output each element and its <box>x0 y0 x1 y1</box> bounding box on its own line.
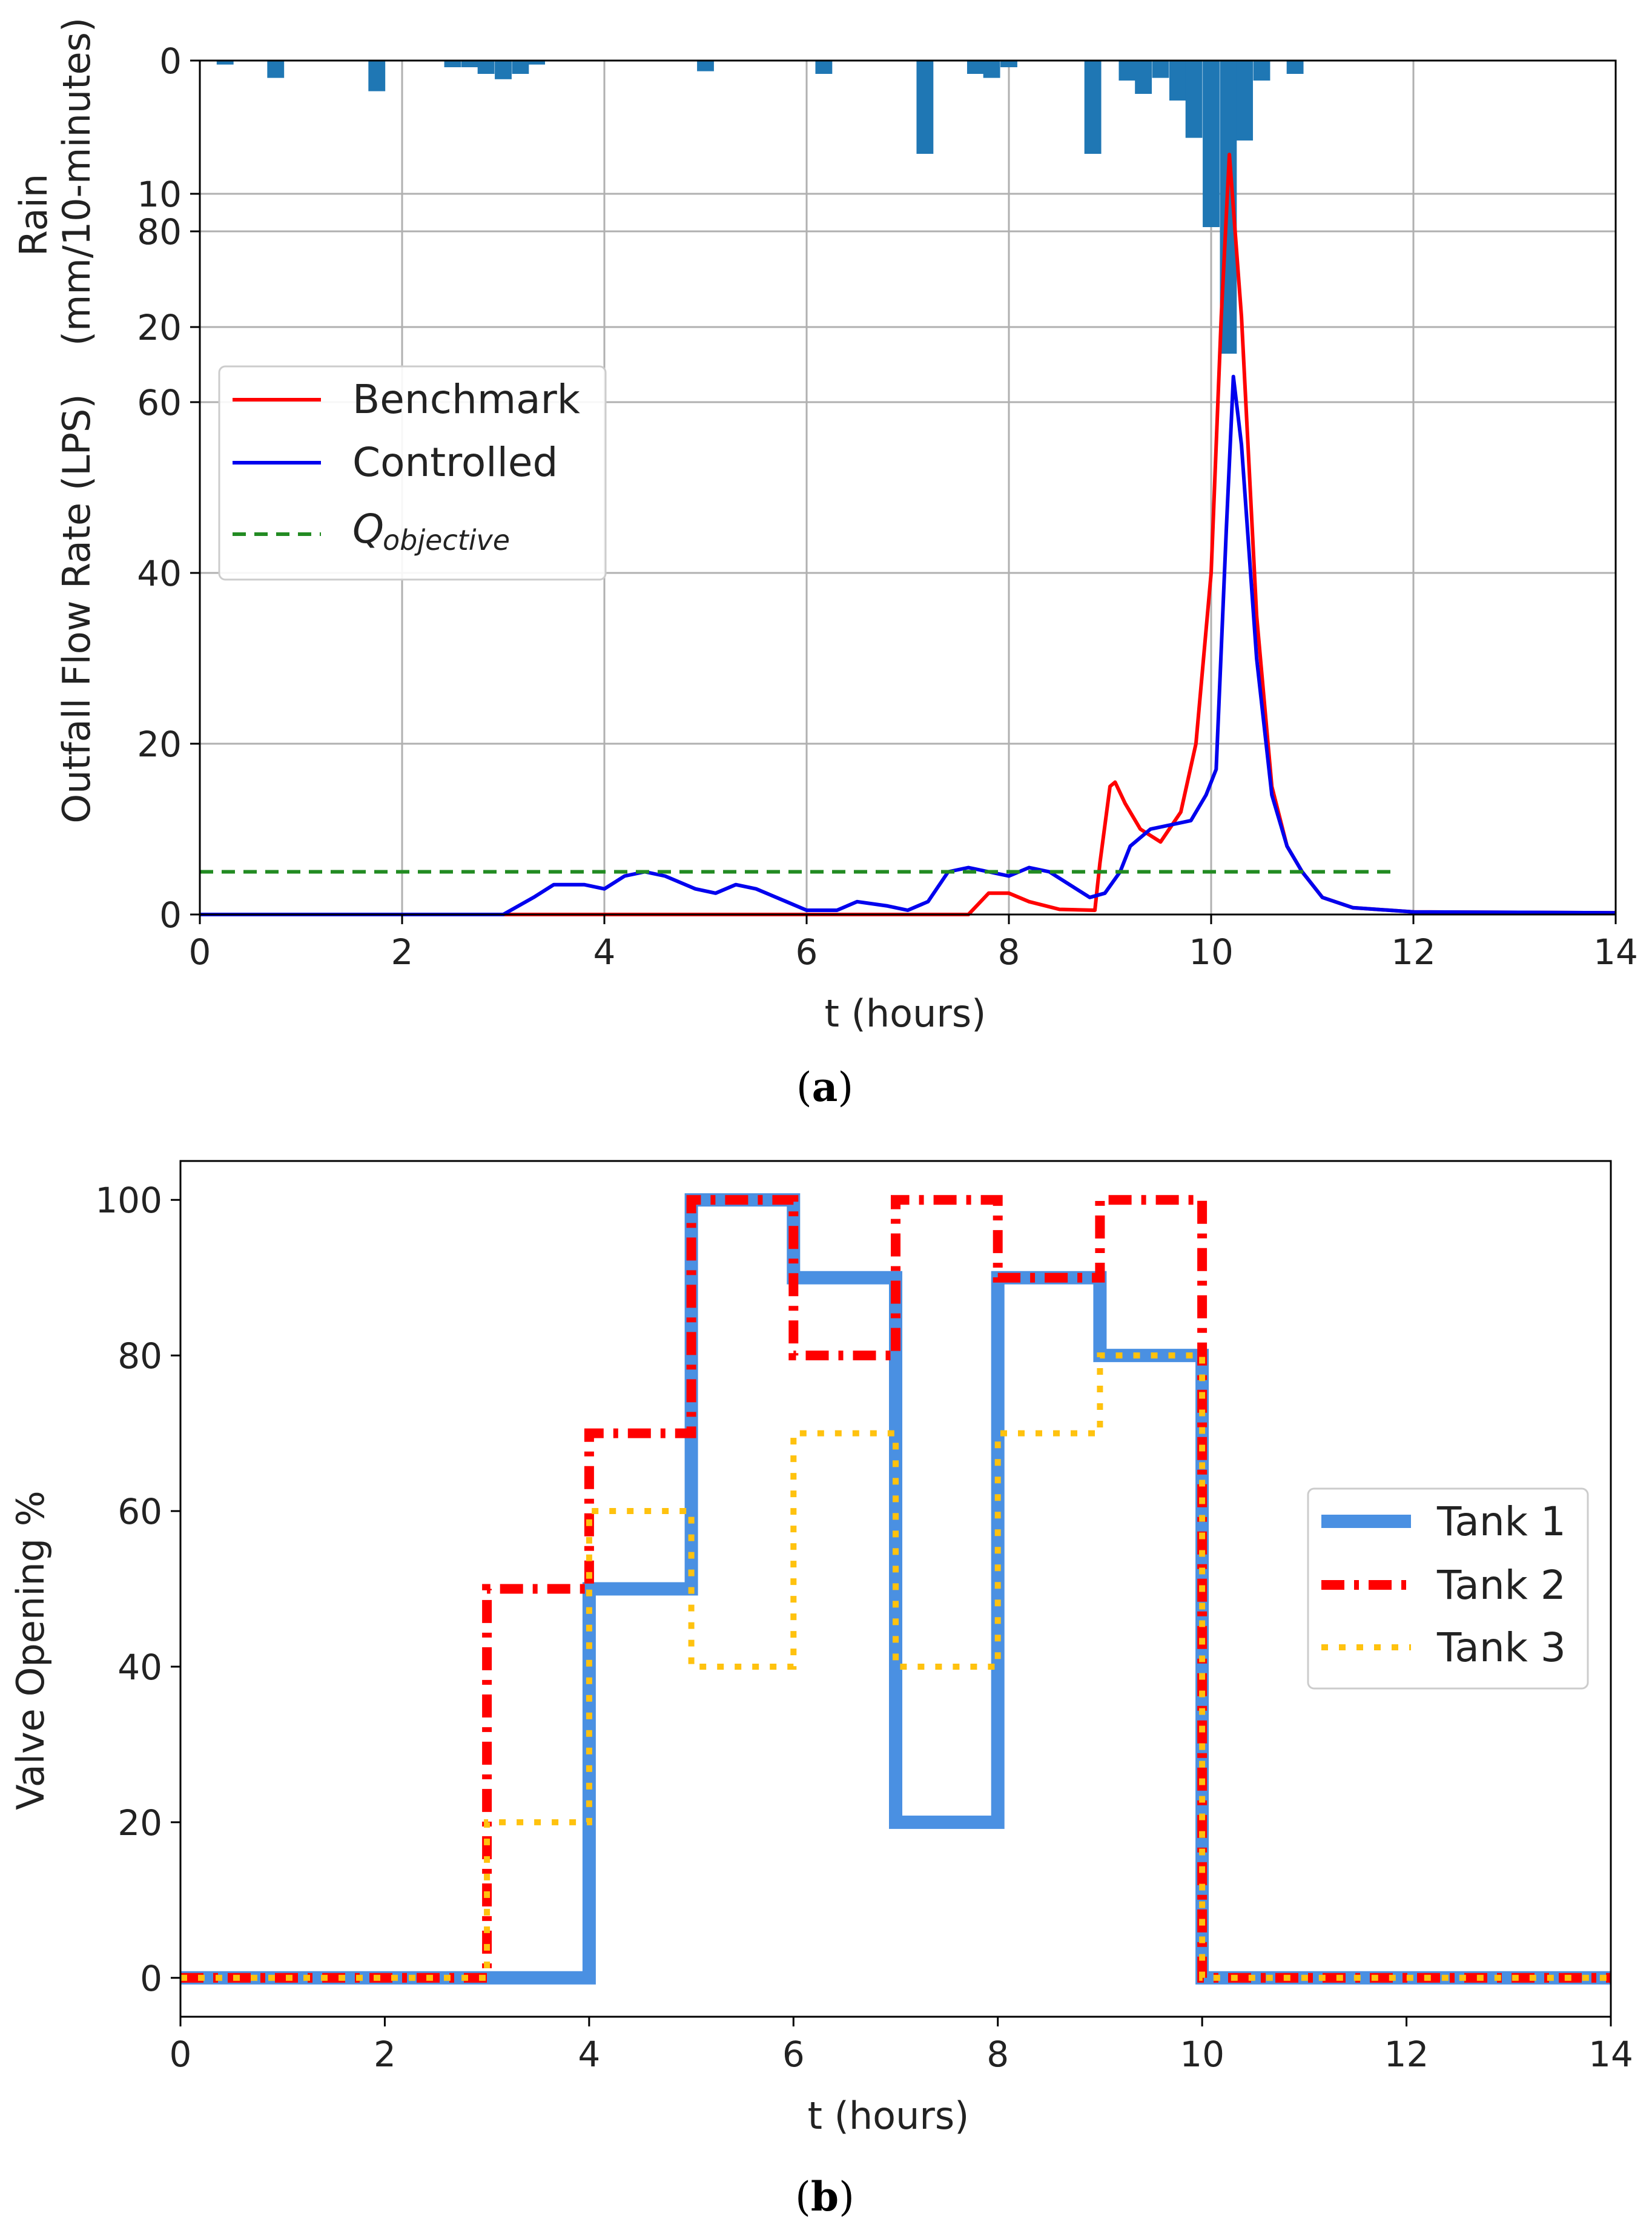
series-line-tank-3 <box>180 1352 1611 1981</box>
y-tick-label: 40 <box>117 1647 162 1688</box>
rain-bar <box>1185 61 1203 138</box>
rain-bar <box>444 61 461 67</box>
legend-label-controlled: Controlled <box>352 439 558 486</box>
panel-a-x-label: t (hours) <box>825 991 986 1036</box>
panel-b-frame <box>179 1160 1612 2018</box>
rain-bar <box>983 61 1000 78</box>
panel-a-x-ticks: 0 2 4 6 8 10 12 14 <box>189 914 1638 973</box>
legend-frame <box>218 365 607 581</box>
rain-bar <box>368 61 386 91</box>
rain-bar <box>1084 61 1102 154</box>
panel-a: 0 2 4 6 8 10 12 14 0 20 40 60 80 0 10 20 t (hours) Ou… <box>12 18 1638 1111</box>
rain-bar <box>697 61 714 71</box>
rain-bar <box>916 61 934 154</box>
rain-tick-label: 10 <box>137 174 182 215</box>
rain-bar <box>1118 61 1136 81</box>
panel-b-lines <box>180 1193 1611 1985</box>
rain-bar <box>216 61 234 65</box>
x-tick-label: 4 <box>578 2034 600 2075</box>
legend-label-tank-3: Tank 3 <box>1436 1624 1566 1671</box>
panel-a-rain-label-line1: Rain <box>12 174 56 256</box>
panel-a-legend: Benchmark Controlled Q objective <box>218 365 607 581</box>
panel-b-legend: Tank 1 Tank 2 Tank 3 <box>1307 1487 1589 1690</box>
panel-b-x-label: t (hours) <box>808 2094 970 2138</box>
rain-bar <box>815 61 833 74</box>
legend-label-tank-1: Tank 1 <box>1436 1498 1566 1545</box>
x-tick-label: 2 <box>374 2034 396 2075</box>
panel-a-rain-ticks: 0 10 20 <box>137 41 200 348</box>
y-tick-label: 20 <box>137 724 182 765</box>
rain-tick-label: 20 <box>137 307 182 348</box>
rain-bar <box>477 61 495 74</box>
panel-b-y-ticks: 0 20 40 60 80 100 <box>95 1180 180 1999</box>
rain-bar <box>267 61 285 78</box>
rain-bar <box>1286 61 1304 74</box>
y-tick-label: 80 <box>117 1335 162 1377</box>
rain-bar <box>1236 61 1254 141</box>
panel-a-y-ticks: 0 20 40 60 80 <box>137 211 200 936</box>
y-tick-label: 60 <box>137 382 182 423</box>
panel-a-rain-label-line2: (mm/10-minutes) <box>55 18 99 346</box>
x-tick-label: 14 <box>1593 931 1638 973</box>
x-tick-label: 0 <box>170 2034 192 2075</box>
y-tick-label: 60 <box>117 1491 162 1532</box>
rain-bar <box>461 61 478 67</box>
x-tick-label: 8 <box>998 931 1020 973</box>
x-tick-label: 14 <box>1588 2034 1633 2075</box>
y-tick-label: 40 <box>137 553 182 594</box>
rain-bar <box>1253 61 1270 81</box>
x-tick-label: 6 <box>782 2034 805 2075</box>
panel-b-y-label: Valve Opening % <box>8 1490 53 1810</box>
panel-b-x-ticks: 0 2 4 6 8 10 12 14 <box>170 2017 1633 2075</box>
x-tick-label: 12 <box>1391 931 1436 973</box>
series-line-controlled <box>200 374 1616 916</box>
x-tick-label: 0 <box>189 931 211 973</box>
legend-label-q: Q <box>352 506 384 552</box>
panel-a-lines <box>200 153 1616 916</box>
y-tick-label: 0 <box>140 1958 162 1999</box>
panel-a-frame <box>199 59 1617 916</box>
y-tick-label: 0 <box>159 895 182 936</box>
panel-a-y-label: Outfall Flow Rate (LPS) <box>55 394 99 823</box>
rain-bar <box>528 61 546 65</box>
rain-bar <box>1135 61 1152 94</box>
legend-frame <box>1307 1487 1589 1690</box>
legend-label-benchmark: Benchmark <box>352 376 581 423</box>
x-tick-label: 10 <box>1189 931 1234 973</box>
rain-bar <box>1000 61 1017 67</box>
panel-b: 0 2 4 6 8 10 12 14 0 20 40 60 80 100 t (hours) Valve… <box>8 1160 1633 2220</box>
caption-a: (a) <box>796 1063 853 1111</box>
y-tick-label: 80 <box>137 211 182 253</box>
x-tick-label: 12 <box>1384 2034 1429 2075</box>
y-tick-label: 20 <box>117 1802 162 1844</box>
rain-bar <box>1152 61 1169 78</box>
rain-tick-label: 0 <box>159 41 182 82</box>
legend-label-q-subscript: objective <box>383 524 510 557</box>
y-tick-label: 100 <box>95 1180 162 1221</box>
x-tick-label: 4 <box>593 931 616 973</box>
x-tick-label: 10 <box>1180 2034 1224 2075</box>
x-tick-label: 6 <box>796 931 818 973</box>
rain-bar <box>1169 61 1186 101</box>
rain-bar <box>512 61 529 74</box>
rain-bar <box>1203 61 1220 227</box>
x-tick-label: 2 <box>391 931 414 973</box>
x-tick-label: 8 <box>986 2034 1009 2075</box>
legend-label-tank-2: Tank 2 <box>1436 1562 1566 1609</box>
panel-a-rain-bars <box>216 61 1304 354</box>
caption-b: (b) <box>795 2173 854 2220</box>
rain-bar <box>966 61 984 74</box>
rain-bar <box>495 61 512 79</box>
